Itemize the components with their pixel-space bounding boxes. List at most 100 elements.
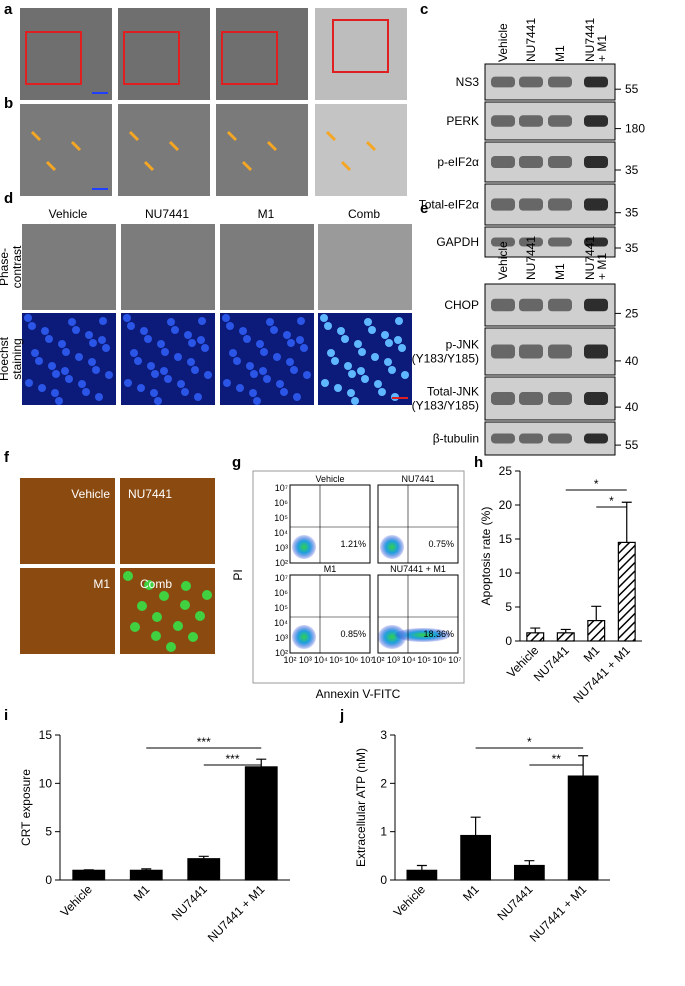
nucleus xyxy=(303,371,311,379)
percent-label: 0.75% xyxy=(428,539,454,549)
nucleus xyxy=(134,357,142,365)
green-cell xyxy=(159,591,169,601)
nucleus xyxy=(273,353,281,361)
blot-band xyxy=(491,156,515,168)
nucleus xyxy=(98,336,106,344)
row-label: (Y183/Y185) xyxy=(412,352,479,366)
tick-label: 10⁵ xyxy=(417,655,431,665)
nucleus xyxy=(82,388,90,396)
nucleus xyxy=(286,358,294,366)
population xyxy=(395,628,451,642)
y-tick-label: 1 xyxy=(380,825,387,839)
bar xyxy=(617,541,636,642)
nucleus xyxy=(184,331,192,339)
bar xyxy=(72,869,106,881)
nucleus xyxy=(150,389,158,397)
nucleus xyxy=(197,336,205,344)
tem-image xyxy=(315,8,407,100)
percent-label: 0.85% xyxy=(340,629,366,639)
nucleus xyxy=(174,353,182,361)
blot-band xyxy=(519,344,543,359)
tick-label: 10⁷ xyxy=(275,573,288,583)
panel-label: j xyxy=(339,707,344,724)
nucleus xyxy=(276,380,284,388)
panel-label: c xyxy=(420,1,428,18)
nucleus xyxy=(331,357,339,365)
lane-label: NU7441 xyxy=(524,236,538,280)
image-title: Comb xyxy=(348,207,380,221)
tick-label: 10⁷ xyxy=(448,655,461,665)
nucleus xyxy=(266,318,274,326)
bar xyxy=(129,869,163,881)
y-axis-title: Extracellular ATP (nM) xyxy=(354,748,368,867)
tem-image xyxy=(118,104,210,196)
marker-label: 35 xyxy=(625,206,639,220)
blot-band xyxy=(584,392,608,405)
nucleus xyxy=(351,397,359,405)
row-label: staining xyxy=(10,338,24,379)
nucleus xyxy=(181,388,189,396)
blot-band xyxy=(548,237,572,247)
nucleus xyxy=(177,380,185,388)
blot-band xyxy=(584,237,608,247)
nucleus xyxy=(52,370,60,378)
nucleus xyxy=(167,318,175,326)
blot-band xyxy=(491,344,515,359)
nucleus xyxy=(28,322,36,330)
nucleus xyxy=(229,349,237,357)
error-bar xyxy=(621,501,632,543)
error-bar xyxy=(524,860,535,866)
blot-band xyxy=(519,392,543,405)
nucleus xyxy=(188,339,196,347)
marker-label: 40 xyxy=(625,354,639,368)
nucleus xyxy=(123,314,131,322)
phase-image xyxy=(318,224,412,310)
blot-band xyxy=(491,198,515,211)
green-cell xyxy=(202,590,212,600)
nucleus xyxy=(259,367,267,375)
error-bar xyxy=(256,758,267,767)
y-tick-label: 25 xyxy=(499,464,513,478)
zoom-box xyxy=(332,19,389,73)
marker-label: 180 xyxy=(625,122,645,136)
arrow xyxy=(340,160,352,172)
arrow xyxy=(70,140,82,152)
nucleus xyxy=(381,331,389,339)
row-label: GAPDH xyxy=(436,235,479,249)
bar xyxy=(587,619,606,642)
nucleus xyxy=(140,327,148,335)
fluor-image xyxy=(20,568,115,654)
y-tick-label: 0 xyxy=(380,873,387,887)
nucleus xyxy=(160,367,168,375)
nucleus xyxy=(256,340,264,348)
nucleus xyxy=(364,318,372,326)
nucleus xyxy=(31,349,39,357)
y-axis-title: CRT exposure xyxy=(19,769,33,846)
blot-band xyxy=(584,156,608,168)
marker-label: 35 xyxy=(625,241,639,255)
nucleus xyxy=(72,326,80,334)
nucleus xyxy=(95,393,103,401)
nucleus xyxy=(293,393,301,401)
nucleus xyxy=(270,326,278,334)
nucleus xyxy=(105,371,113,379)
image-label: Vehicle xyxy=(71,487,110,501)
marker-label: 40 xyxy=(625,400,639,414)
arrow xyxy=(365,140,377,152)
tick-label: 10² xyxy=(275,648,288,658)
bar xyxy=(460,834,492,881)
zoom-box xyxy=(221,31,278,85)
tick-label: 10⁵ xyxy=(274,603,288,613)
nucleus xyxy=(280,388,288,396)
error-bar xyxy=(198,855,209,859)
green-cell xyxy=(188,632,198,642)
green-cell xyxy=(130,622,140,632)
panel-label: h xyxy=(474,454,483,471)
nucleus xyxy=(194,393,202,401)
nucleus xyxy=(92,366,100,374)
y-axis-title: Apoptosis rate (%) xyxy=(479,507,493,606)
bar xyxy=(567,775,599,881)
row-label: Phase- xyxy=(0,248,11,286)
nucleus xyxy=(223,379,231,387)
nucleus xyxy=(321,379,329,387)
